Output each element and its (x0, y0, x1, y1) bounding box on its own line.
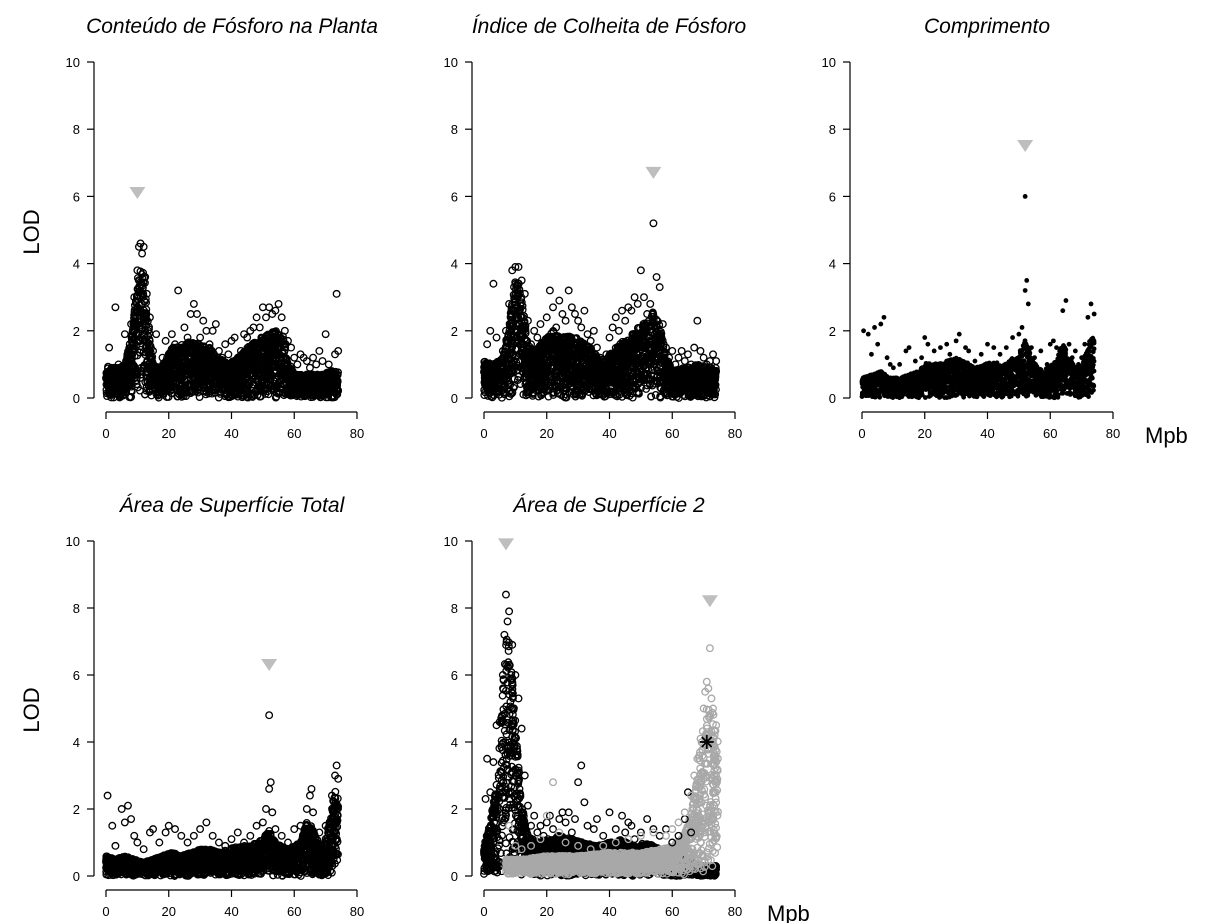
x-tick-label: 80 (350, 426, 364, 441)
y-tick-label: 10 (444, 55, 458, 70)
y-tick-label: 6 (451, 189, 458, 204)
x-tick-label: 40 (602, 426, 616, 441)
data-point (193, 310, 201, 318)
data-point (318, 357, 327, 365)
x-tick-label: 40 (224, 426, 238, 441)
data-point (221, 340, 230, 349)
x-tick-label: 20 (540, 426, 554, 441)
data-point (224, 350, 233, 359)
data-point (152, 330, 161, 339)
peak-triangle-marker (129, 187, 146, 200)
data-point (180, 323, 189, 332)
y-tick-label: 0 (451, 391, 458, 406)
y-tick-label: 2 (451, 324, 458, 339)
dense-points (480, 278, 721, 402)
data-point (332, 289, 341, 298)
data-point (252, 313, 261, 322)
data-point (208, 326, 217, 335)
y-tick-label: 0 (73, 391, 80, 406)
dense-points (102, 267, 343, 402)
data-point (321, 330, 330, 339)
data-point (167, 330, 176, 339)
panel-title: Conteúdo de Fósforo na Planta (86, 15, 378, 38)
x-tick-label: 60 (287, 426, 301, 441)
data-point (105, 343, 114, 352)
data-point (290, 353, 299, 362)
y-tick-label: 8 (451, 122, 458, 137)
data-point (189, 299, 198, 308)
data-point (214, 347, 223, 355)
data-point (315, 347, 324, 355)
data-point (312, 360, 321, 369)
x-tick-label: 0 (480, 426, 487, 441)
data-point (265, 303, 274, 312)
x-tick-label: 20 (162, 426, 176, 441)
data-point (199, 316, 208, 325)
y-tick-label: 4 (73, 257, 80, 272)
data-point (138, 249, 147, 258)
data-point (111, 303, 120, 312)
panel-1: Índice de Colheita de Fósforo 0 20 40 60 80 0 2… (444, 15, 747, 441)
data-point (262, 313, 270, 322)
data-point (293, 360, 302, 369)
data-point (196, 333, 205, 342)
y-tick-label: 10 (66, 55, 80, 70)
x-tick-label: 60 (665, 426, 679, 441)
data-point (309, 353, 318, 362)
data-point (274, 299, 283, 308)
data-point (211, 320, 220, 329)
x-tick-label: 0 (102, 426, 109, 441)
y-tick-label: 2 (73, 324, 80, 339)
data-point (202, 326, 211, 335)
data-point (324, 360, 333, 369)
data-point (120, 330, 129, 339)
y-tick-label: 4 (451, 257, 458, 272)
data-point (161, 336, 170, 345)
data-point (277, 313, 286, 322)
x-tick-label: 80 (728, 426, 742, 441)
y-tick-label: 6 (73, 189, 80, 204)
data-point (305, 363, 314, 372)
y-tick-label: 8 (73, 122, 80, 137)
data-point (186, 310, 195, 318)
data-point (255, 323, 264, 332)
panel-title: Índice de Colheita de Fósforo (472, 15, 747, 38)
panel-0: Conteúdo de Fósforo na Planta 0 20 40 60 80 0 2… (66, 15, 378, 441)
data-point (174, 286, 183, 295)
data-point (258, 303, 267, 312)
